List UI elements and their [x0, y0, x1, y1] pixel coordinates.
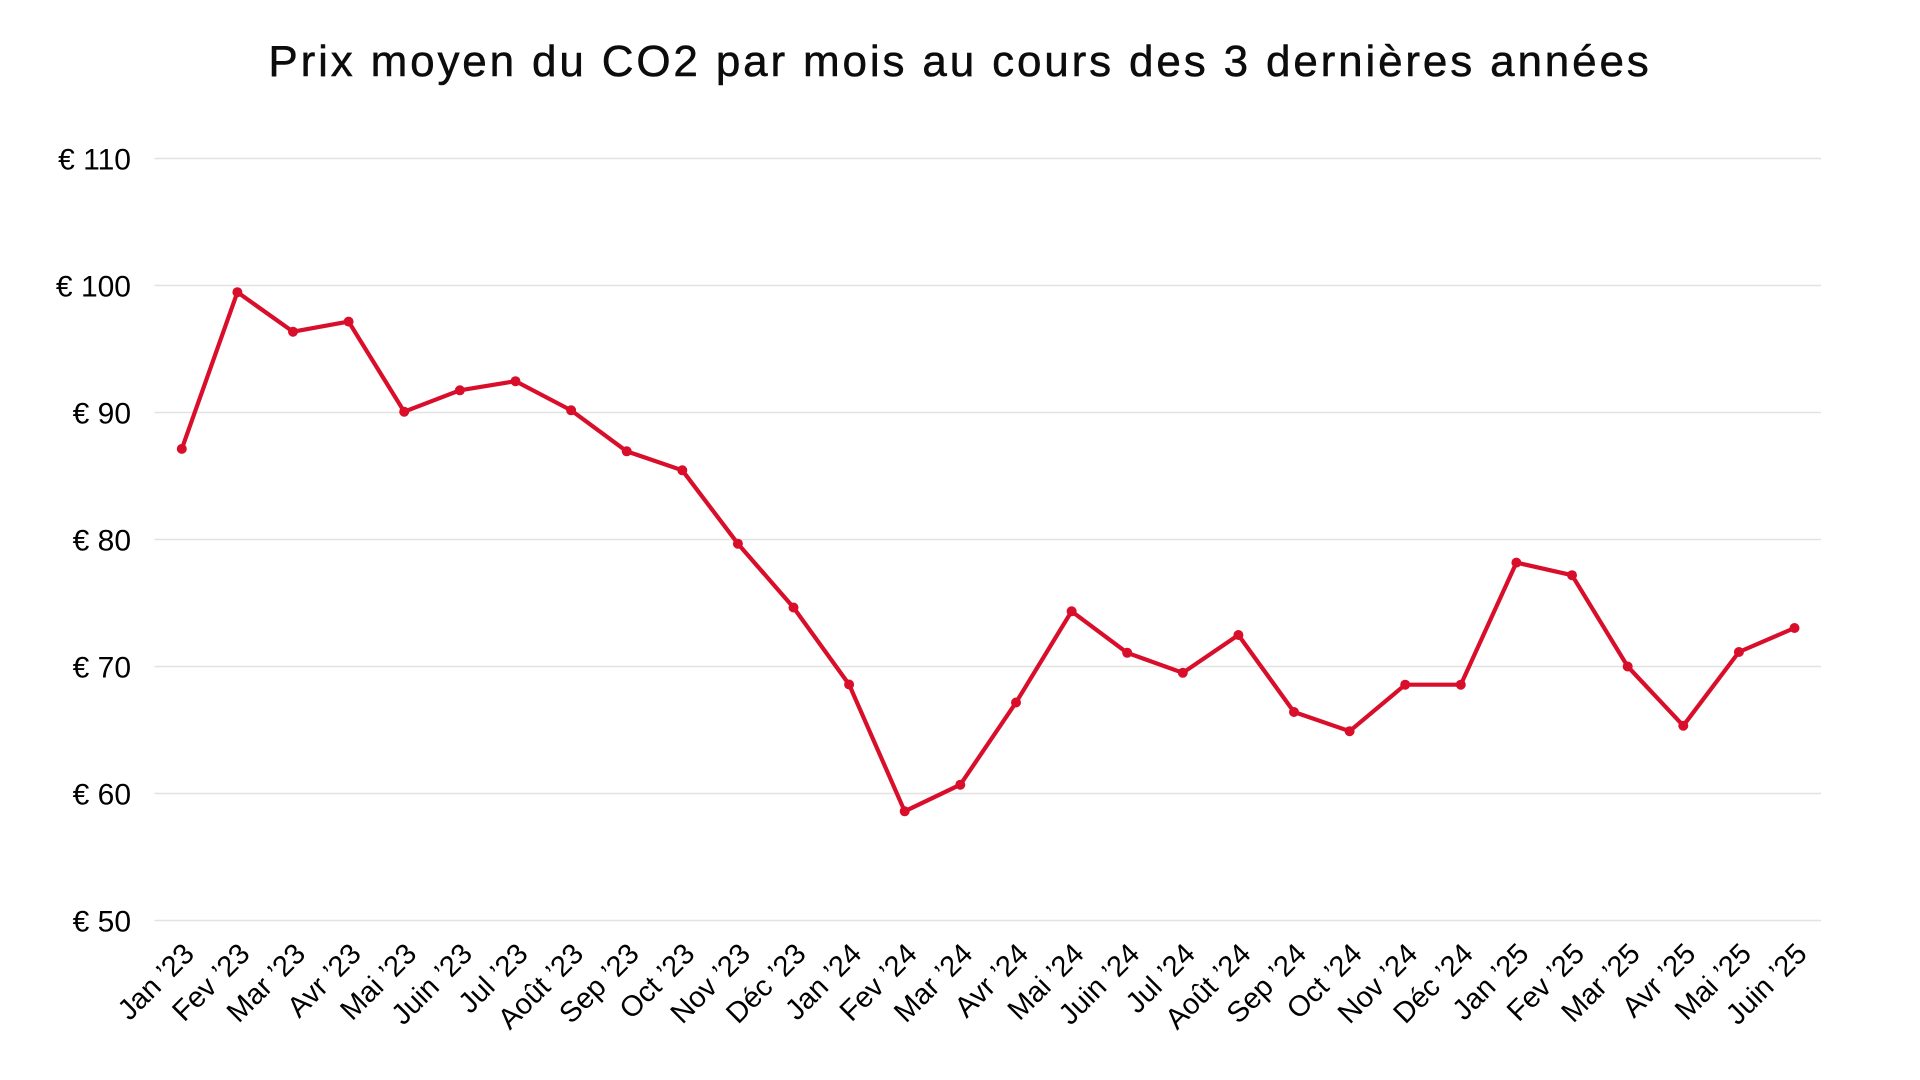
svg-text:€ 80: € 80 [73, 524, 131, 557]
svg-text:€ 110: € 110 [58, 143, 131, 176]
svg-text:€ 90: € 90 [73, 397, 131, 430]
svg-text:€ 60: € 60 [73, 778, 131, 811]
svg-text:Prix moyen du CO2 par mois au: Prix moyen du CO2 par mois au cours des … [268, 37, 1651, 86]
svg-text:€ 70: € 70 [73, 651, 131, 684]
svg-text:€ 100: € 100 [56, 270, 131, 303]
svg-text:€ 50: € 50 [73, 905, 131, 938]
